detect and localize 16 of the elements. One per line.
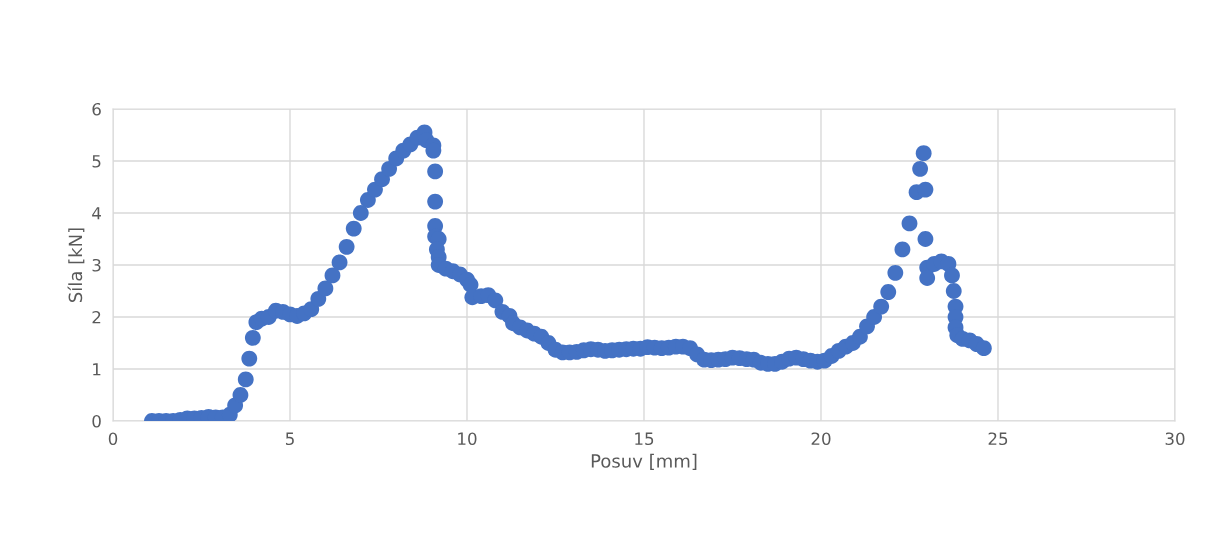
x-axis-title: Posuv [mm] [591, 453, 697, 470]
x-tick-label: 0 [108, 432, 118, 446]
x-tick-label: 25 [988, 432, 1008, 446]
x-tick-label: 5 [285, 432, 294, 446]
y-tick-label: 0 [92, 414, 101, 428]
y-tick-label: 3 [92, 258, 101, 272]
x-tick-label: 10 [458, 432, 477, 446]
y-tick-label: 6 [92, 102, 101, 116]
x-tick-label: 30 [1165, 432, 1185, 446]
x-tick-label: 20 [811, 432, 831, 446]
y-tick-label: 5 [92, 155, 101, 168]
y-tick-label: 4 [92, 207, 101, 220]
x-tick-label: 15 [635, 432, 654, 446]
y-tick-label: 1 [93, 363, 101, 376]
y-axis-title: Síla [kN] [67, 228, 85, 302]
y-tick-label: 2 [92, 310, 101, 324]
